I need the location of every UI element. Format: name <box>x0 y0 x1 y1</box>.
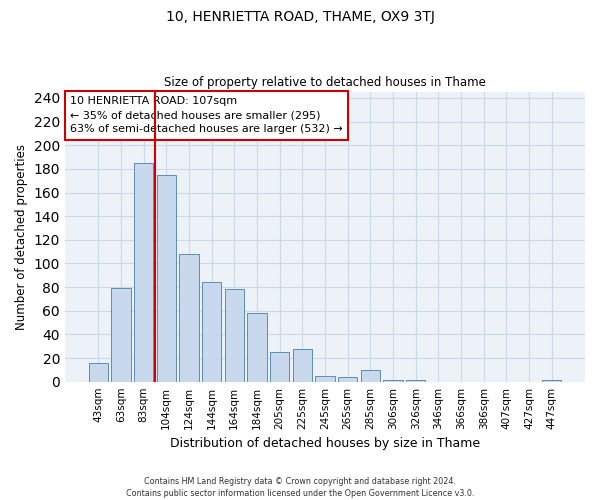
Bar <box>224 290 244 382</box>
Bar <box>111 288 131 382</box>
Title: Size of property relative to detached houses in Thame: Size of property relative to detached ho… <box>164 76 486 90</box>
Bar <box>247 313 266 382</box>
Text: 10 HENRIETTA ROAD: 107sqm
← 35% of detached houses are smaller (295)
63% of semi: 10 HENRIETTA ROAD: 107sqm ← 35% of detac… <box>70 96 343 134</box>
Bar <box>202 282 221 382</box>
X-axis label: Distribution of detached houses by size in Thame: Distribution of detached houses by size … <box>170 437 480 450</box>
Bar <box>134 163 153 382</box>
Bar <box>406 380 425 382</box>
Text: Contains HM Land Registry data © Crown copyright and database right 2024.
Contai: Contains HM Land Registry data © Crown c… <box>126 476 474 498</box>
Bar <box>157 175 176 382</box>
Text: 10, HENRIETTA ROAD, THAME, OX9 3TJ: 10, HENRIETTA ROAD, THAME, OX9 3TJ <box>166 10 434 24</box>
Bar <box>179 254 199 382</box>
Bar <box>542 380 562 382</box>
Bar <box>361 370 380 382</box>
Y-axis label: Number of detached properties: Number of detached properties <box>15 144 28 330</box>
Bar <box>316 376 335 382</box>
Bar <box>383 380 403 382</box>
Bar <box>293 348 312 382</box>
Bar <box>338 377 357 382</box>
Bar <box>89 363 108 382</box>
Bar <box>270 352 289 382</box>
